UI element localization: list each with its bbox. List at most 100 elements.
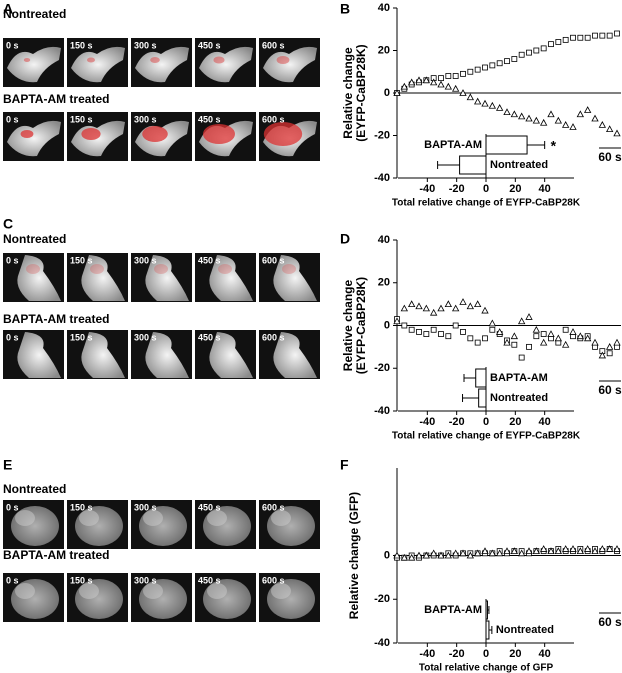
triangle-point bbox=[503, 108, 511, 116]
time-label: 600 s bbox=[262, 40, 285, 50]
square-point bbox=[489, 62, 496, 69]
triangle-point bbox=[576, 110, 585, 118]
time-label: 0 s bbox=[6, 255, 19, 265]
time-label: 450 s bbox=[198, 40, 221, 50]
signal bbox=[282, 264, 296, 274]
triangle-point bbox=[525, 313, 533, 320]
cell bbox=[199, 46, 253, 83]
square-point bbox=[452, 73, 459, 79]
triangle-point bbox=[459, 549, 467, 557]
triangle-point bbox=[583, 545, 592, 552]
signal bbox=[20, 130, 34, 138]
time-label: 600 s bbox=[262, 575, 285, 585]
cell bbox=[209, 332, 253, 378]
row-label: Nontreated bbox=[3, 482, 66, 496]
y-tick-label: -40 bbox=[374, 172, 390, 184]
triangle-point bbox=[488, 549, 497, 557]
time-label: 0 s bbox=[6, 40, 19, 50]
inset-x-tick-label: -40 bbox=[419, 416, 435, 428]
y-tick-label: -40 bbox=[374, 637, 390, 649]
time-label: 600 s bbox=[262, 114, 285, 124]
inset-bar bbox=[459, 155, 487, 175]
triangle-point bbox=[532, 116, 541, 124]
cell bbox=[7, 120, 61, 157]
signal bbox=[26, 264, 40, 274]
signal bbox=[213, 56, 225, 64]
time-label: 600 s bbox=[262, 255, 285, 265]
significance-mark: * bbox=[551, 138, 557, 154]
time-label: 0 s bbox=[6, 332, 19, 342]
square-point bbox=[416, 329, 422, 335]
triangle-point bbox=[554, 547, 563, 555]
square-point bbox=[460, 329, 466, 335]
triangle-point bbox=[561, 340, 570, 348]
triangle-point bbox=[532, 325, 541, 333]
square-point bbox=[599, 32, 606, 39]
square-point bbox=[518, 354, 525, 361]
y-axis-label: Relative change (GFP) bbox=[347, 492, 361, 619]
square-point bbox=[445, 333, 452, 340]
signal bbox=[81, 128, 101, 140]
cell bbox=[135, 46, 189, 83]
cell bbox=[7, 46, 61, 83]
inset-x-tick-label: -40 bbox=[419, 183, 435, 195]
triangle-point bbox=[415, 551, 423, 559]
inset-bar bbox=[485, 600, 488, 620]
triangle-point bbox=[503, 338, 511, 346]
inset-x-tick-label: -40 bbox=[419, 648, 435, 660]
y-tick-label: 0 bbox=[384, 549, 390, 561]
triangle-point bbox=[422, 76, 431, 84]
triangle-point bbox=[510, 110, 519, 118]
triangle-point bbox=[393, 551, 401, 559]
signal bbox=[23, 58, 31, 62]
triangle-point bbox=[400, 553, 409, 561]
panel-letter: F bbox=[340, 457, 349, 473]
cell bbox=[143, 510, 163, 526]
square-point bbox=[592, 32, 598, 39]
square-point bbox=[533, 333, 540, 340]
triangle-point bbox=[459, 89, 467, 96]
square-point bbox=[562, 326, 569, 333]
square-point bbox=[533, 47, 540, 54]
y-axis-label: (EYFP-CaBP28K) bbox=[354, 44, 368, 141]
time-label: 0 s bbox=[6, 502, 19, 512]
cell bbox=[143, 583, 163, 599]
triangle-point bbox=[429, 549, 438, 557]
triangle-point bbox=[393, 317, 401, 325]
square-point bbox=[460, 70, 466, 77]
triangle-point bbox=[598, 545, 607, 552]
square-point bbox=[423, 331, 430, 337]
triangle-point bbox=[576, 332, 585, 340]
time-label: 150 s bbox=[70, 255, 93, 265]
triangle-point bbox=[510, 332, 519, 340]
triangle-point bbox=[583, 334, 592, 342]
cell bbox=[209, 255, 253, 301]
inset-x-tick-label: 40 bbox=[539, 183, 551, 195]
cell bbox=[15, 583, 35, 599]
time-label: 450 s bbox=[198, 255, 221, 265]
scale-bar-label: 60 s bbox=[598, 615, 622, 629]
panel-letter: A bbox=[3, 1, 13, 17]
inset-x-tick-label: -20 bbox=[449, 648, 465, 660]
time-label: 150 s bbox=[70, 575, 93, 585]
inset-x-tick-label: 20 bbox=[509, 648, 521, 660]
inset-x-axis-label: Total relative change of EYFP-CaBP28K bbox=[392, 431, 581, 442]
inset-category-label: BAPTA-AM bbox=[424, 139, 482, 151]
triangle-point bbox=[605, 343, 614, 350]
y-axis-label: Relative change bbox=[341, 279, 355, 371]
triangle-point bbox=[532, 547, 541, 555]
cell bbox=[81, 255, 125, 301]
inset-bar bbox=[478, 388, 487, 408]
y-tick-label: 40 bbox=[378, 234, 390, 246]
panel-letter: D bbox=[340, 231, 350, 247]
cell bbox=[17, 332, 61, 378]
triangle-point bbox=[466, 302, 475, 310]
triangle-point bbox=[495, 328, 504, 335]
time-label: 300 s bbox=[134, 332, 157, 342]
time-label: 600 s bbox=[262, 502, 285, 512]
triangle-point bbox=[393, 89, 401, 96]
row-label: Nontreated bbox=[3, 232, 66, 246]
square-point bbox=[570, 34, 576, 41]
inset-category-label: BAPTA-AM bbox=[490, 372, 548, 384]
inset-x-tick-label: 0 bbox=[483, 183, 489, 195]
